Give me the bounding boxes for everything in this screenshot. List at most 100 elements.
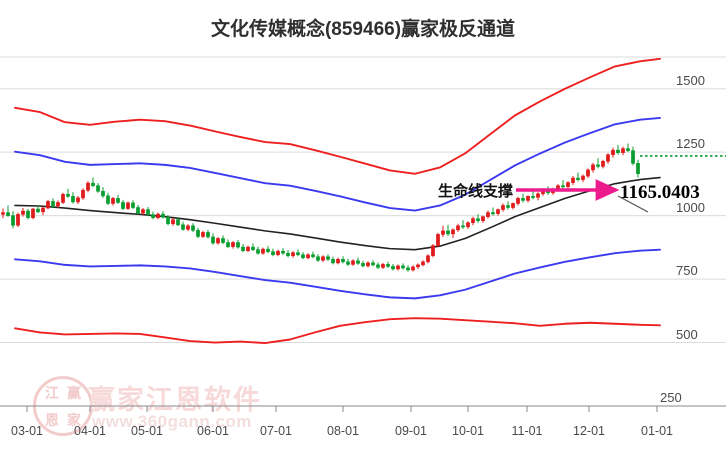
candle-body [186,225,190,230]
candle-body [21,210,25,215]
candle-body [91,182,95,186]
x-axis-tick-label: 11-01 [511,424,543,438]
candle-body [211,236,215,244]
candle-body [591,164,595,171]
candle-body [311,254,315,258]
candle-body [391,266,395,270]
last-price-label: 1165.0403 [620,182,700,203]
candle-body [61,194,65,203]
y-axis-label-1250: 1250 [676,136,705,152]
candle-body [446,230,450,235]
candle-body [266,248,270,252]
candle-body [601,161,605,167]
candle-body [411,266,415,271]
candle-body [216,238,220,244]
candle-body [581,175,585,180]
candle-body [631,150,635,164]
candle-body [206,232,210,238]
candle-body [111,198,115,204]
candle-body [56,202,60,207]
candle-body [66,194,70,197]
candle-body [636,163,640,175]
candle-body [106,195,110,204]
candle-body [381,264,385,268]
candle-body [586,169,590,177]
candle-body [456,225,460,231]
candle-body [441,230,445,235]
x-axis-tick-label: 07-01 [260,424,292,438]
candle-body [466,222,470,228]
candle-body [571,177,575,183]
candle-body [176,219,180,226]
candle-body [421,261,425,266]
x-axis-tick-label: 06-01 [197,424,229,438]
candle-body [51,201,55,207]
candle-body [536,193,540,198]
candle-body [361,263,365,267]
candle-body [71,196,75,203]
candle-body [511,203,515,208]
candle-body [146,209,150,215]
candle-body [426,255,430,263]
candle-body [431,245,435,257]
chart-title: 文化传媒概念(859466)赢家极反通道 [210,19,516,40]
candle-body [271,251,275,256]
candle-body [356,260,360,264]
watermark-url: www.360gann.com [92,412,252,431]
candle-body [136,207,140,214]
candle-body [1,212,5,215]
candle-body [501,205,505,210]
y-axis-label-1000: 1000 [676,199,705,215]
candle-body [76,197,80,203]
candle-body [116,198,120,203]
candle-body [401,265,405,269]
candle-body [481,216,485,222]
candle-body [131,202,135,208]
candle-body [621,148,625,153]
candle-body [336,258,340,264]
candle-body [256,249,260,254]
candle-body [351,260,355,265]
candle-body [171,219,175,225]
watermark-brand: 赢家江恩软件 [88,385,262,415]
candle-body [126,202,130,209]
candle-body [11,215,15,226]
candle-body [141,209,145,214]
x-axis-tick-label: 08-01 [327,424,359,438]
candle-body [221,238,225,243]
candle-body [506,205,510,208]
candle-body [531,196,535,198]
series-lower-blue-channel [14,248,661,300]
candle-body [156,213,160,218]
candle-body [96,185,100,192]
candle-body [16,214,20,226]
y-axis-label-750: 750 [676,263,698,279]
x-axis-tick-label: 04-01 [74,424,106,438]
x-axis-ticks [26,406,658,412]
candle-body [201,232,205,237]
candle-body [526,196,530,201]
candle-body [326,256,330,260]
candle-body [246,246,250,251]
candle-body [296,252,300,256]
candle-body [471,218,475,224]
x-axis-tick-label: 05-01 [131,424,163,438]
candle-body [606,154,610,162]
candle-body [6,212,10,216]
series-upper-red-channel [14,57,661,175]
candle-body [231,242,235,247]
candle-body [406,267,410,271]
candle-body [341,258,345,263]
y-axis-label-250: 250 [660,390,682,405]
candle-body [166,216,170,225]
candle-body [416,264,420,268]
candle-body [196,230,200,237]
candle-body [181,224,185,230]
candle-body [121,202,125,209]
series-midline-black [14,176,661,251]
candle-body [461,225,465,228]
y-axis-label-1500: 1500 [676,72,705,88]
candle-body [236,242,240,248]
